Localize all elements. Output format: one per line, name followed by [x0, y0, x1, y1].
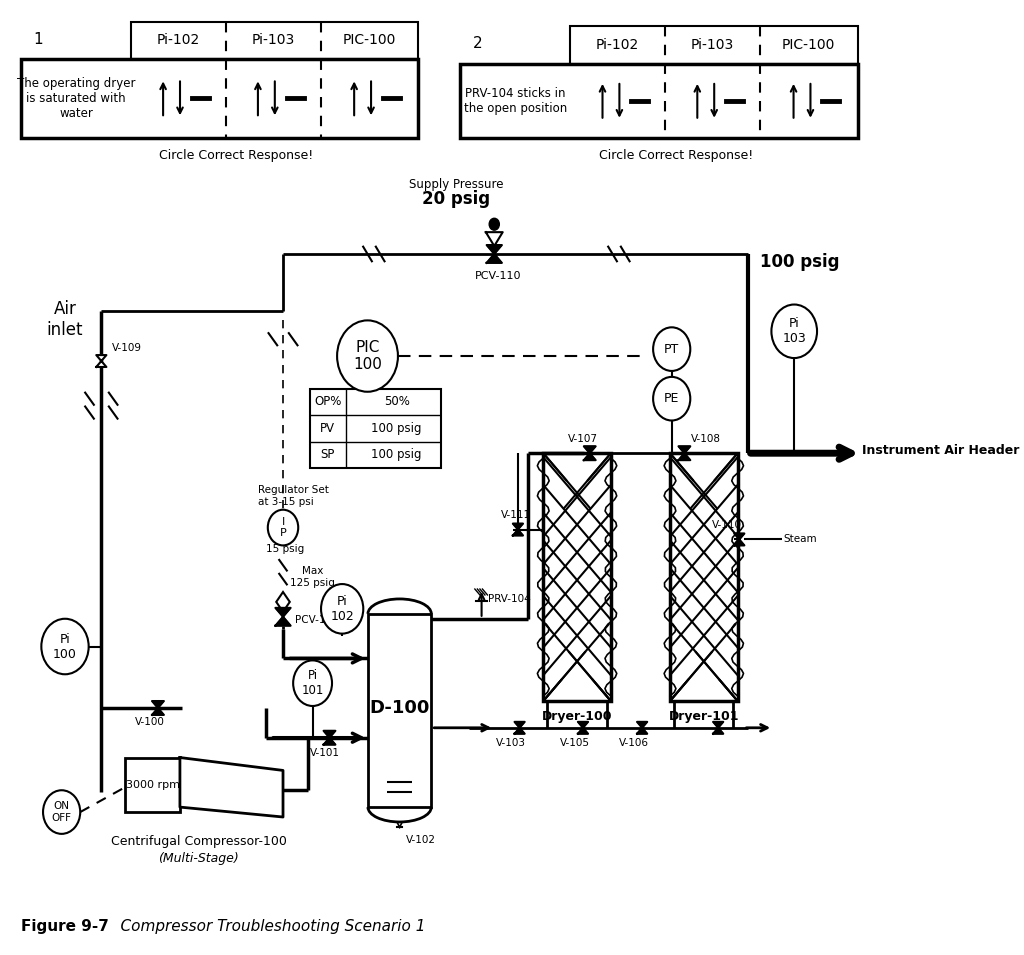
Text: ON
OFF: ON OFF — [51, 801, 72, 823]
Text: Regulator Set
at 3-15 psi: Regulator Set at 3-15 psi — [258, 485, 329, 507]
Text: The operating dryer
is saturated with
water: The operating dryer is saturated with wa… — [16, 76, 135, 119]
Polygon shape — [485, 232, 503, 246]
Text: Pi
103: Pi 103 — [782, 317, 806, 346]
Text: Air
inlet: Air inlet — [47, 300, 83, 339]
Text: SP: SP — [321, 448, 335, 461]
Bar — [670, 454, 737, 701]
Polygon shape — [180, 757, 283, 817]
Text: V-108: V-108 — [691, 435, 721, 444]
Text: 3000 rpm: 3000 rpm — [126, 780, 180, 791]
Text: PIC-100: PIC-100 — [343, 33, 396, 48]
Text: PIC-100: PIC-100 — [782, 38, 836, 52]
Text: PV: PV — [321, 422, 335, 435]
Polygon shape — [96, 355, 106, 367]
Circle shape — [337, 320, 398, 392]
Text: 2: 2 — [473, 36, 482, 52]
Text: PIC
100: PIC 100 — [353, 340, 382, 372]
Text: Dryer-100: Dryer-100 — [542, 711, 612, 723]
Text: V-111: V-111 — [501, 510, 531, 520]
Text: Pi-103: Pi-103 — [252, 33, 295, 48]
Text: 1: 1 — [34, 32, 43, 48]
Text: Pi-103: Pi-103 — [691, 38, 734, 52]
Text: PT: PT — [665, 343, 679, 355]
Circle shape — [653, 328, 690, 371]
Circle shape — [43, 790, 80, 834]
Text: V-107: V-107 — [568, 435, 598, 444]
Polygon shape — [637, 722, 647, 733]
Text: V-102: V-102 — [407, 835, 436, 845]
Bar — [544, 454, 611, 701]
Text: Pi-102: Pi-102 — [596, 38, 639, 52]
Bar — [310, 389, 441, 468]
Circle shape — [771, 305, 817, 358]
Text: 100 psig: 100 psig — [372, 448, 422, 461]
Text: 20 psig: 20 psig — [422, 190, 490, 208]
Text: Pi
100: Pi 100 — [53, 632, 77, 661]
Polygon shape — [486, 245, 502, 263]
Text: V-100: V-100 — [134, 717, 165, 727]
Bar — [570, 26, 858, 64]
Text: Pi
101: Pi 101 — [301, 669, 324, 697]
Text: Circle Correct Response!: Circle Correct Response! — [599, 149, 753, 162]
Polygon shape — [584, 446, 596, 460]
Polygon shape — [578, 722, 588, 733]
Bar — [131, 22, 418, 58]
Polygon shape — [514, 722, 524, 733]
Polygon shape — [713, 722, 723, 733]
Text: V-103: V-103 — [497, 737, 526, 748]
Text: 100 psig: 100 psig — [761, 253, 840, 271]
Circle shape — [322, 584, 364, 633]
Text: Instrument Air Header: Instrument Air Header — [862, 444, 1019, 456]
Text: V-109: V-109 — [112, 343, 141, 353]
Text: I
P: I P — [280, 517, 287, 539]
Text: PCV-100: PCV-100 — [295, 615, 338, 625]
Text: Supply Pressure: Supply Pressure — [409, 178, 504, 191]
Text: V-105: V-105 — [559, 737, 590, 748]
Text: V-101: V-101 — [310, 748, 340, 757]
Circle shape — [268, 510, 298, 545]
Circle shape — [293, 661, 332, 706]
Polygon shape — [276, 592, 290, 612]
Circle shape — [41, 619, 89, 674]
Text: Centrifugal Compressor-100: Centrifugal Compressor-100 — [111, 836, 287, 848]
Bar — [368, 614, 431, 807]
Text: OP%: OP% — [314, 395, 341, 409]
Text: D-100: D-100 — [370, 699, 430, 717]
Polygon shape — [324, 731, 336, 745]
Polygon shape — [513, 523, 523, 536]
Text: 100 psig: 100 psig — [372, 422, 422, 435]
Polygon shape — [275, 607, 291, 626]
Bar — [22, 58, 418, 138]
Text: Max
125 psig: Max 125 psig — [290, 566, 335, 588]
Text: 50%: 50% — [384, 395, 410, 409]
Bar — [461, 64, 858, 138]
Text: Compressor Troubleshooting Scenario 1: Compressor Troubleshooting Scenario 1 — [101, 919, 426, 934]
Text: PCV-110: PCV-110 — [475, 271, 522, 281]
Text: (Multi-Stage): (Multi-Stage) — [158, 852, 239, 865]
Text: V-106: V-106 — [618, 737, 648, 748]
Polygon shape — [734, 534, 744, 545]
Text: Circle Correct Response!: Circle Correct Response! — [160, 149, 313, 162]
Polygon shape — [152, 701, 164, 715]
Circle shape — [653, 377, 690, 420]
Text: PRV-104: PRV-104 — [488, 594, 531, 604]
Text: PE: PE — [664, 393, 679, 405]
Text: V-110: V-110 — [712, 520, 741, 530]
Bar — [125, 757, 180, 812]
Text: Dryer-101: Dryer-101 — [669, 711, 739, 723]
Text: Pi
102: Pi 102 — [331, 595, 354, 623]
Text: Figure 9-7: Figure 9-7 — [22, 919, 109, 934]
Text: PRV-104 sticks in
the open position: PRV-104 sticks in the open position — [464, 87, 567, 115]
Circle shape — [489, 219, 500, 230]
Text: Steam: Steam — [783, 535, 817, 544]
Text: 15 psig: 15 psig — [266, 544, 304, 554]
Polygon shape — [679, 446, 690, 460]
Text: Pi-102: Pi-102 — [157, 33, 200, 48]
